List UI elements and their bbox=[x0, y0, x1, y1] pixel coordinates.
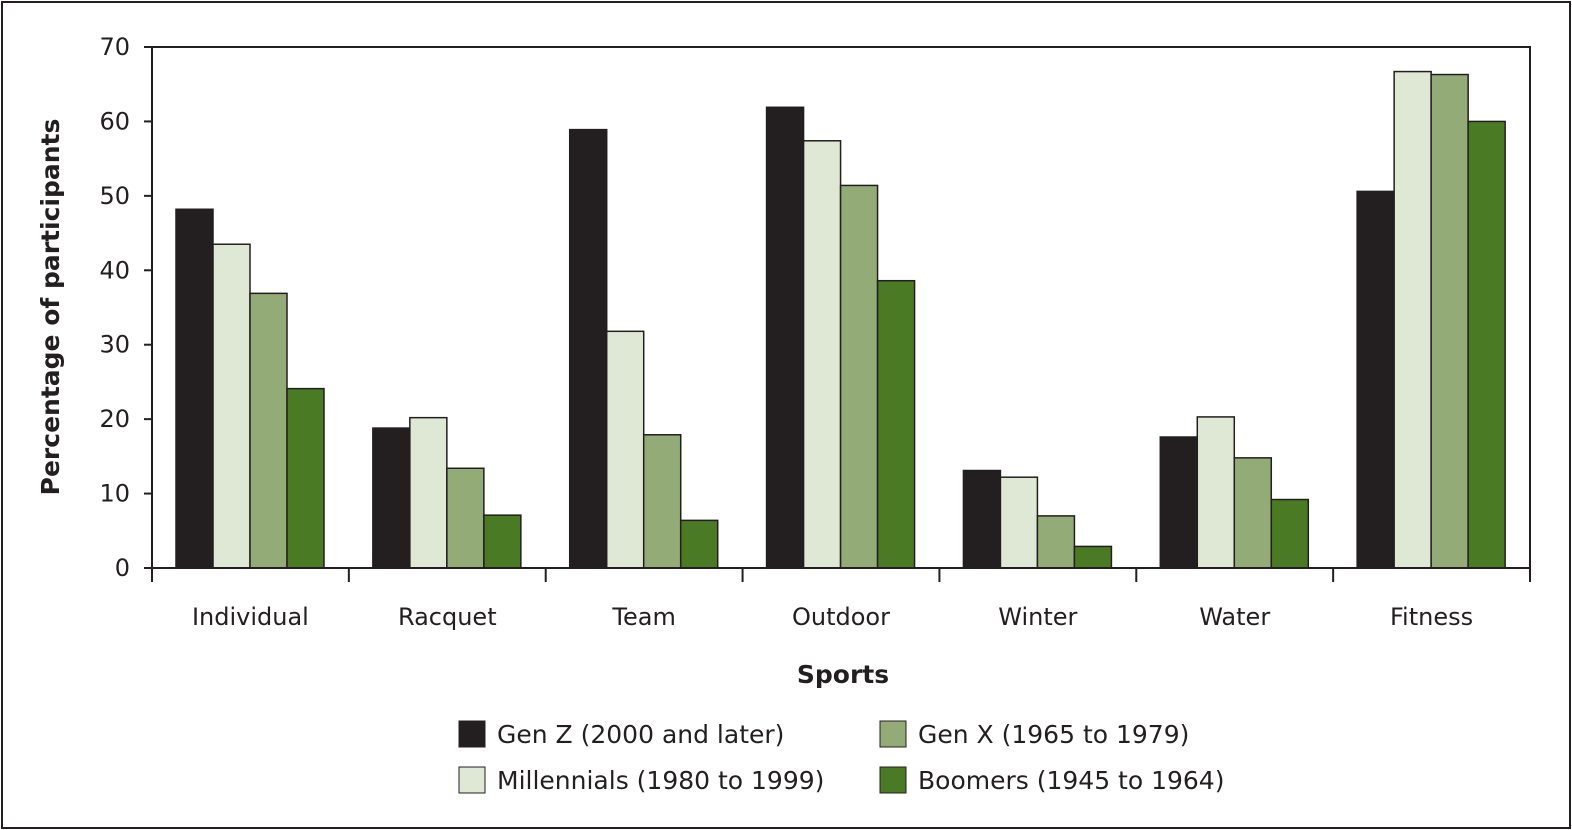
bar-outdoor-series-1 bbox=[765, 106, 805, 569]
bar-outdoor-series-4 bbox=[876, 279, 916, 569]
x-axis-ticks bbox=[151, 568, 1531, 582]
x-tick-label-water: Water bbox=[1199, 603, 1270, 631]
y-tick-label: 0 bbox=[115, 554, 130, 582]
bar-outdoor-series-2 bbox=[802, 140, 842, 569]
bar-team-series-4 bbox=[679, 519, 719, 569]
legend-swatch-2 bbox=[458, 766, 486, 794]
y-tick-label: 20 bbox=[99, 405, 130, 433]
y-tick-label: 30 bbox=[99, 331, 130, 359]
bars bbox=[175, 70, 1506, 569]
legend-swatch-1 bbox=[458, 720, 486, 748]
legend-label-4: Boomers (1945 to 1964) bbox=[918, 766, 1224, 795]
bar-individual-series-2 bbox=[212, 243, 251, 569]
bar-racquet-series-2 bbox=[409, 416, 448, 569]
y-tick-label: 70 bbox=[99, 33, 130, 61]
bar-team-series-3 bbox=[642, 434, 682, 569]
legend-label-3: Gen X (1965 to 1979) bbox=[918, 720, 1189, 749]
bar-winter-series-4 bbox=[1073, 545, 1113, 569]
y-tick-label: 40 bbox=[99, 256, 130, 284]
bar-water-series-4 bbox=[1270, 498, 1310, 569]
bar-individual-series-3 bbox=[249, 292, 288, 569]
y-axis-title: Percentage of participants bbox=[36, 119, 65, 496]
bar-racquet-series-4 bbox=[483, 514, 522, 569]
legend-label-1: Gen Z (2000 and later) bbox=[497, 720, 784, 749]
bar-water-series-1 bbox=[1159, 436, 1199, 569]
bar-individual-series-4 bbox=[286, 387, 325, 569]
bar-winter-series-1 bbox=[962, 469, 1002, 569]
bar-team-series-1 bbox=[568, 128, 608, 569]
x-tick-label-team: Team bbox=[611, 603, 675, 631]
plot-area-border bbox=[151, 46, 1531, 569]
bar-individual-series-1 bbox=[175, 208, 214, 569]
y-axis-ticks: 0 10 20 30 40 50 60 70 bbox=[99, 33, 152, 582]
bar-fitness-series-1 bbox=[1356, 190, 1395, 569]
x-tick-label-racquet: Racquet bbox=[398, 603, 497, 631]
x-axis-tick-labels: Individual Racquet Team Outdoor Winter Water F… bbox=[192, 603, 1473, 631]
legend-label-2: Millennials (1980 to 1999) bbox=[497, 766, 824, 795]
bar-outdoor-series-3 bbox=[839, 184, 879, 569]
bar-racquet-series-3 bbox=[446, 467, 485, 569]
legend: Gen Z (2000 and later) Millennials (1980 … bbox=[458, 720, 1224, 795]
x-axis-title: Sports bbox=[797, 660, 889, 689]
bar-water-series-3 bbox=[1233, 457, 1273, 569]
y-tick-label: 60 bbox=[99, 107, 130, 135]
x-tick-label-outdoor: Outdoor bbox=[792, 603, 890, 631]
bar-winter-series-2 bbox=[999, 476, 1039, 569]
bar-fitness-series-2 bbox=[1393, 70, 1432, 569]
x-tick-label-individual: Individual bbox=[192, 603, 309, 631]
y-tick-label: 10 bbox=[99, 480, 130, 508]
bar-fitness-series-4 bbox=[1467, 120, 1506, 569]
y-tick-label: 50 bbox=[99, 182, 130, 210]
bar-fitness-series-3 bbox=[1430, 73, 1469, 569]
bar-racquet-series-1 bbox=[372, 427, 411, 569]
bar-team-series-2 bbox=[605, 330, 645, 569]
bar-winter-series-3 bbox=[1036, 515, 1076, 569]
legend-swatch-4 bbox=[879, 766, 907, 794]
bar-water-series-2 bbox=[1196, 416, 1236, 569]
x-tick-label-fitness: Fitness bbox=[1390, 603, 1473, 631]
legend-swatch-3 bbox=[879, 720, 907, 748]
x-tick-label-winter: Winter bbox=[998, 603, 1077, 631]
